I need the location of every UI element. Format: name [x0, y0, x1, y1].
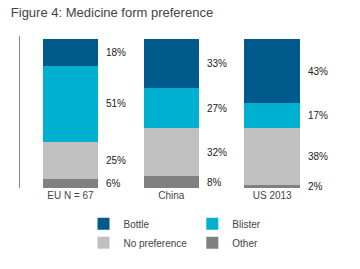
svg-text:US 2013: US 2013 [253, 190, 292, 201]
svg-text:China: China [158, 190, 185, 201]
svg-text:Blister: Blister [232, 219, 260, 230]
svg-text:Bottle: Bottle [124, 219, 150, 230]
svg-text:33%: 33% [207, 58, 227, 69]
svg-text:Figure 4: Medicine form prefer: Figure 4: Medicine form preference [11, 5, 213, 20]
svg-text:25%: 25% [106, 155, 126, 166]
svg-text:8%: 8% [207, 177, 222, 188]
svg-text:27%: 27% [207, 103, 227, 114]
svg-text:43%: 43% [308, 66, 328, 77]
svg-text:32%: 32% [207, 147, 227, 158]
svg-text:51%: 51% [106, 98, 126, 109]
svg-text:38%: 38% [308, 151, 328, 162]
svg-text:EU N = 67: EU N = 67 [47, 190, 94, 201]
svg-text:2%: 2% [308, 181, 323, 192]
svg-text:17%: 17% [308, 110, 328, 121]
svg-text:6%: 6% [106, 178, 121, 189]
svg-text:Other: Other [232, 238, 258, 249]
svg-text:No preference: No preference [124, 238, 188, 249]
svg-text:18%: 18% [106, 47, 126, 58]
